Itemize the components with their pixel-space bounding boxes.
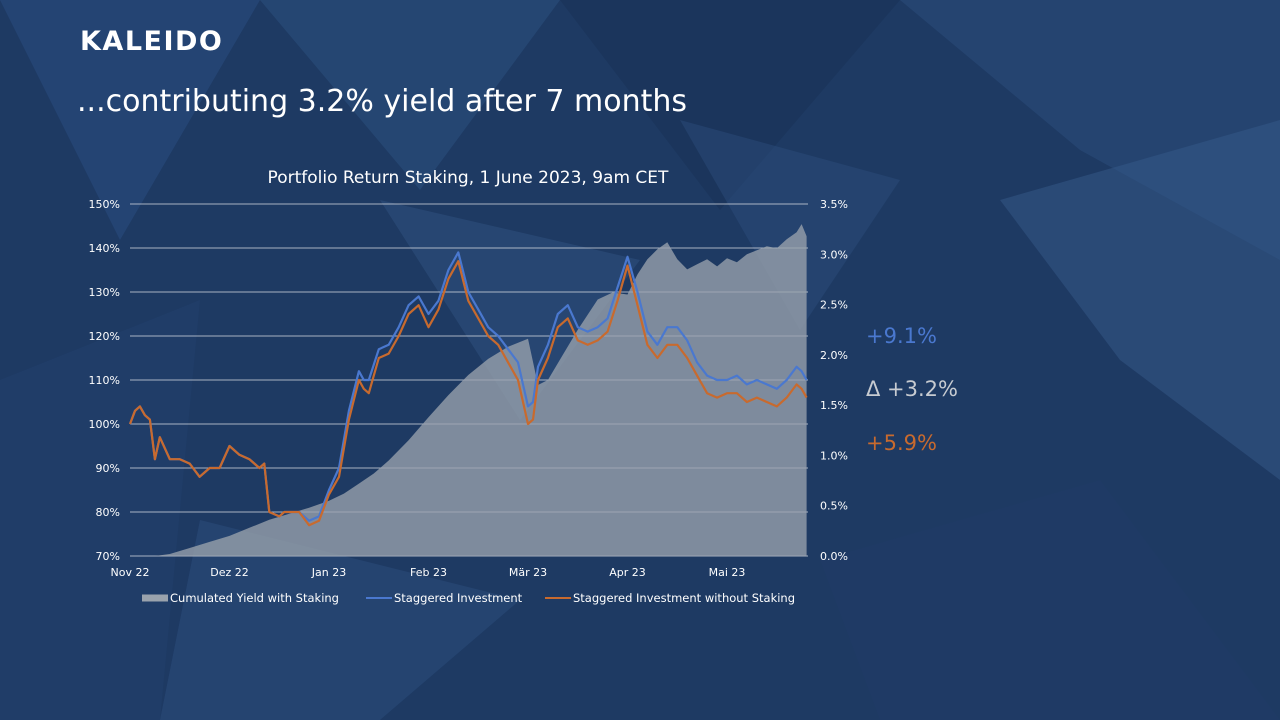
series-lines-layer (128, 251, 808, 527)
delta-label: Δ +3.2% (866, 377, 958, 401)
y-left-tick-label: 120% (89, 330, 120, 343)
y-right-tick-label: 1.5% (820, 399, 848, 412)
x-tick-label: Dez 22 (210, 566, 249, 579)
y-left-tick-label: 90% (96, 462, 120, 475)
y-left-tick-label: 130% (89, 286, 120, 299)
legend-yield-swatch (142, 594, 168, 602)
axis-labels: 70% 80% 90% 100% 110% 120% 130% 140% 150% 0.0% 0.5… (89, 198, 848, 579)
legend-no-staking: Staggered Investment without Staking (545, 591, 795, 605)
legend-yield-label: Cumulated Yield with Staking (170, 591, 339, 605)
yield-area (154, 224, 807, 556)
x-tick-label: Nov 22 (111, 566, 150, 579)
x-tick-label: Jan 23 (311, 566, 346, 579)
y-left-tick-label: 70% (96, 550, 120, 563)
y-left-tick-label: 80% (96, 506, 120, 519)
x-tick-label: Mär 23 (509, 566, 547, 579)
legend-staking: Staggered Investment (366, 591, 523, 605)
kaleido-logo: KALEIDO (80, 26, 224, 57)
legend-no-staking-swatch (545, 597, 571, 599)
yield-area-layer (154, 224, 807, 556)
y-right-tick-label: 3.5% (820, 198, 848, 211)
y-left-tick-label: 100% (89, 418, 120, 431)
chart-title: Portfolio Return Staking, 1 June 2023, 9… (268, 168, 669, 188)
legend-staking-swatch (366, 597, 392, 599)
no-staking-line (128, 260, 808, 527)
y-left-tick-label: 110% (89, 374, 120, 387)
staking-gain-label: +9.1% (866, 324, 937, 348)
x-tick-label: Feb 23 (410, 566, 447, 579)
y-right-tick-label: 2.0% (820, 349, 848, 362)
y-left-tick-label: 150% (89, 198, 120, 211)
x-tick-label: Mai 23 (709, 566, 746, 579)
y-left-tick-label: 140% (89, 242, 120, 255)
legend-no-staking-label: Staggered Investment without Staking (573, 591, 795, 605)
y-right-tick-label: 1.0% (820, 449, 848, 462)
page-headline: ...contributing 3.2% yield after 7 month… (77, 84, 687, 119)
y-right-tick-label: 0.0% (820, 550, 848, 563)
legend-yield: Cumulated Yield with Staking (142, 591, 339, 605)
y-right-tick-label: 2.5% (820, 299, 848, 312)
x-tick-label: Apr 23 (609, 566, 646, 579)
legend-staking-label: Staggered Investment (394, 591, 523, 605)
y-right-tick-label: 0.5% (820, 500, 848, 513)
y-right-tick-label: 3.0% (820, 248, 848, 261)
chart-legend: Cumulated Yield with Staking Staggered In… (142, 591, 795, 605)
no-staking-gain-label: +5.9% (866, 431, 937, 455)
